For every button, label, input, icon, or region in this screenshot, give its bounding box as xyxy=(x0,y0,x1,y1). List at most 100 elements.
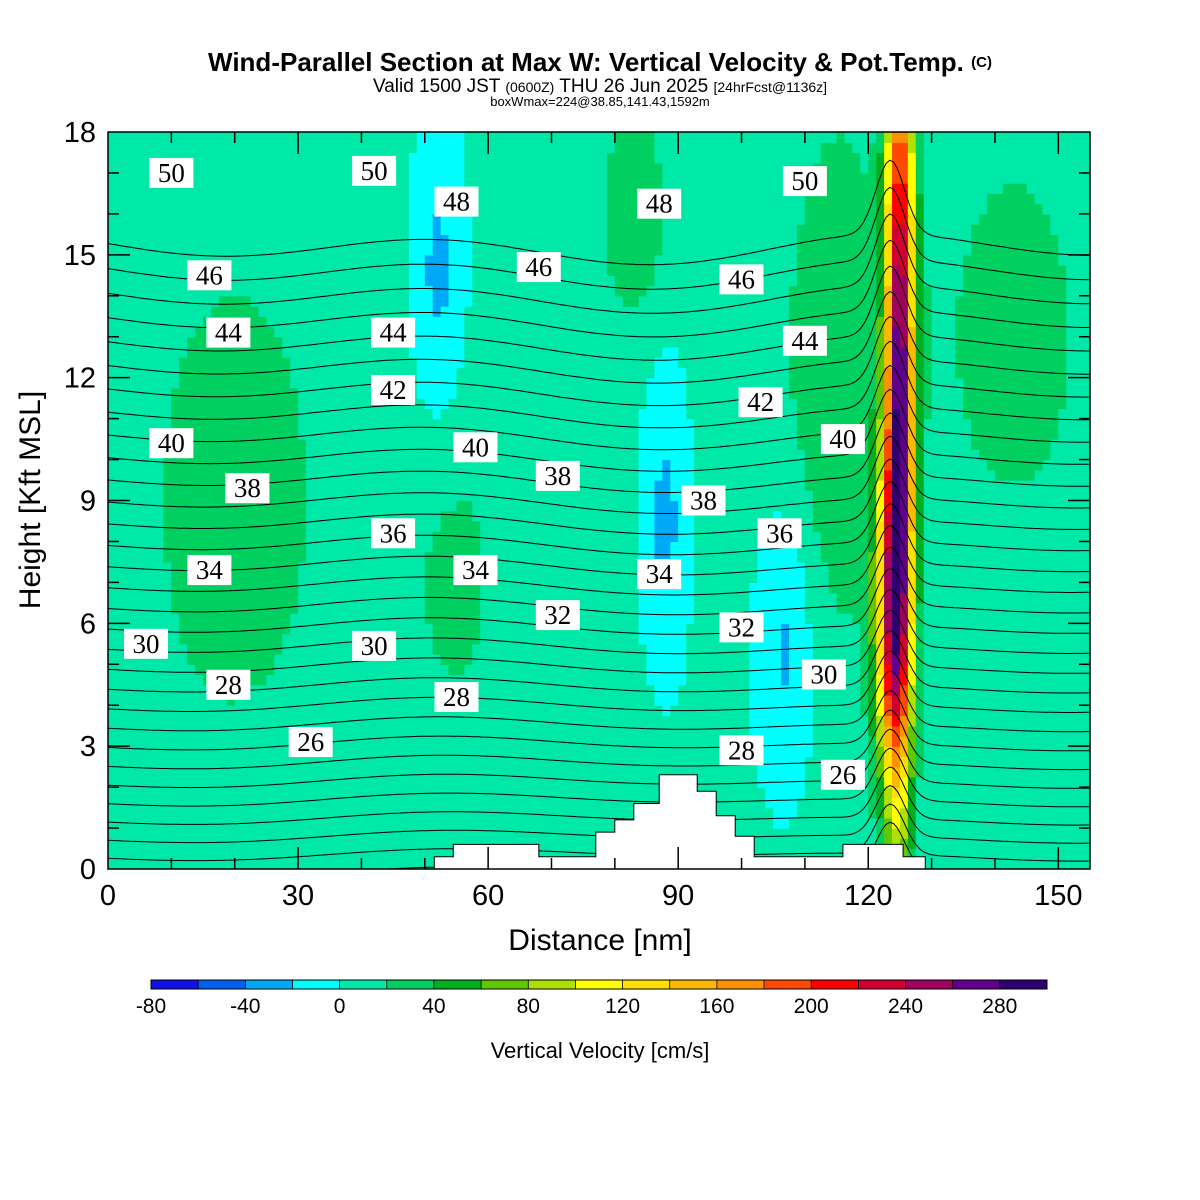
velocity-cell xyxy=(709,674,719,686)
velocity-cell xyxy=(757,684,766,696)
velocity-cell xyxy=(709,541,719,553)
velocity-cell xyxy=(424,561,434,573)
velocity-cell xyxy=(266,756,275,768)
velocity-cell xyxy=(694,531,703,543)
velocity-cell xyxy=(725,787,735,798)
velocity-cell xyxy=(892,787,901,798)
velocity-cell xyxy=(892,715,901,727)
velocity-cell xyxy=(1074,561,1083,573)
velocity-cell xyxy=(725,490,735,502)
velocity-cell xyxy=(749,592,758,604)
velocity-cell xyxy=(1042,510,1051,522)
velocity-cell xyxy=(860,705,869,717)
velocity-cell xyxy=(892,592,901,604)
velocity-cell xyxy=(321,520,331,532)
velocity-cell xyxy=(496,654,505,665)
velocity-cell xyxy=(789,735,798,747)
velocity-cell xyxy=(274,694,283,706)
velocity-cell xyxy=(836,828,846,839)
velocity-cell xyxy=(519,787,529,798)
velocity-cell xyxy=(987,582,996,594)
velocity-cell xyxy=(662,520,671,532)
velocity-cell xyxy=(210,500,220,512)
velocity-cell xyxy=(812,520,822,532)
velocity-cell xyxy=(503,520,513,532)
velocity-cell xyxy=(321,715,331,727)
velocity-cell xyxy=(274,510,283,522)
velocity-cell xyxy=(242,776,252,788)
velocity-cell xyxy=(662,623,671,635)
velocity-cell xyxy=(654,623,663,635)
velocity-cell xyxy=(472,735,481,747)
velocity-cell xyxy=(1042,469,1051,481)
velocity-cell xyxy=(282,766,291,778)
velocity-cell xyxy=(361,766,370,778)
velocity-cell xyxy=(250,725,260,737)
velocity-cell xyxy=(313,551,323,563)
velocity-cell xyxy=(1010,725,1020,737)
velocity-cell xyxy=(131,735,141,747)
velocity-cell xyxy=(583,828,592,839)
velocity-cell xyxy=(971,807,980,819)
velocity-cell xyxy=(820,561,830,573)
velocity-cell xyxy=(923,592,933,604)
velocity-cell xyxy=(155,828,165,839)
velocity-cell xyxy=(393,787,402,798)
velocity-cell xyxy=(519,572,529,583)
velocity-cell xyxy=(630,787,640,798)
velocity-cell xyxy=(218,490,228,502)
velocity-cell xyxy=(844,664,854,676)
velocity-cell xyxy=(519,807,529,819)
velocity-cell xyxy=(1010,776,1020,788)
velocity-cell xyxy=(195,613,204,624)
velocity-cell xyxy=(868,776,877,788)
velocity-cell xyxy=(654,766,663,778)
velocity-cell xyxy=(1026,633,1036,645)
velocity-cell xyxy=(258,500,267,512)
velocity-cell xyxy=(955,469,964,481)
velocity-cell xyxy=(606,623,616,635)
velocity-cell xyxy=(979,848,988,860)
velocity-cell xyxy=(876,654,885,665)
velocity-cell xyxy=(955,613,964,624)
velocity-cell xyxy=(305,633,315,645)
velocity-cell xyxy=(923,838,933,850)
velocity-cell xyxy=(789,746,798,758)
velocity-cell xyxy=(899,838,909,850)
velocity-cell xyxy=(931,828,941,839)
velocity-cell xyxy=(781,787,790,798)
velocity-cell xyxy=(955,828,964,839)
velocity-cell xyxy=(250,623,260,635)
velocity-cell xyxy=(1066,838,1075,850)
velocity-cell xyxy=(369,787,378,798)
velocity-cell xyxy=(717,520,727,532)
velocity-cell xyxy=(519,674,529,686)
velocity-cell xyxy=(242,797,252,809)
velocity-cell xyxy=(290,694,299,706)
velocity-cell xyxy=(781,797,790,809)
velocity-cell xyxy=(654,613,663,624)
velocity-cell xyxy=(171,807,180,819)
velocity-cell xyxy=(1058,541,1067,553)
velocity-cell xyxy=(923,561,933,573)
velocity-cell xyxy=(567,582,576,594)
velocity-cell xyxy=(733,674,743,686)
velocity-cell xyxy=(432,572,442,583)
velocity-cell xyxy=(955,551,964,563)
velocity-cell xyxy=(155,684,165,696)
velocity-cell xyxy=(401,684,410,696)
velocity-cell xyxy=(828,838,838,850)
velocity-cell xyxy=(709,725,719,737)
velocity-cell xyxy=(313,490,323,502)
velocity-cell xyxy=(994,787,1004,798)
velocity-cell xyxy=(614,510,624,522)
velocity-cell xyxy=(290,582,299,594)
velocity-cell xyxy=(773,746,782,758)
velocity-cell xyxy=(796,643,806,655)
velocity-cell xyxy=(108,510,117,522)
velocity-cell xyxy=(108,725,117,737)
velocity-cell xyxy=(622,664,632,676)
velocity-cell xyxy=(139,797,149,809)
velocity-cell xyxy=(583,490,592,502)
velocity-cell xyxy=(480,817,489,829)
